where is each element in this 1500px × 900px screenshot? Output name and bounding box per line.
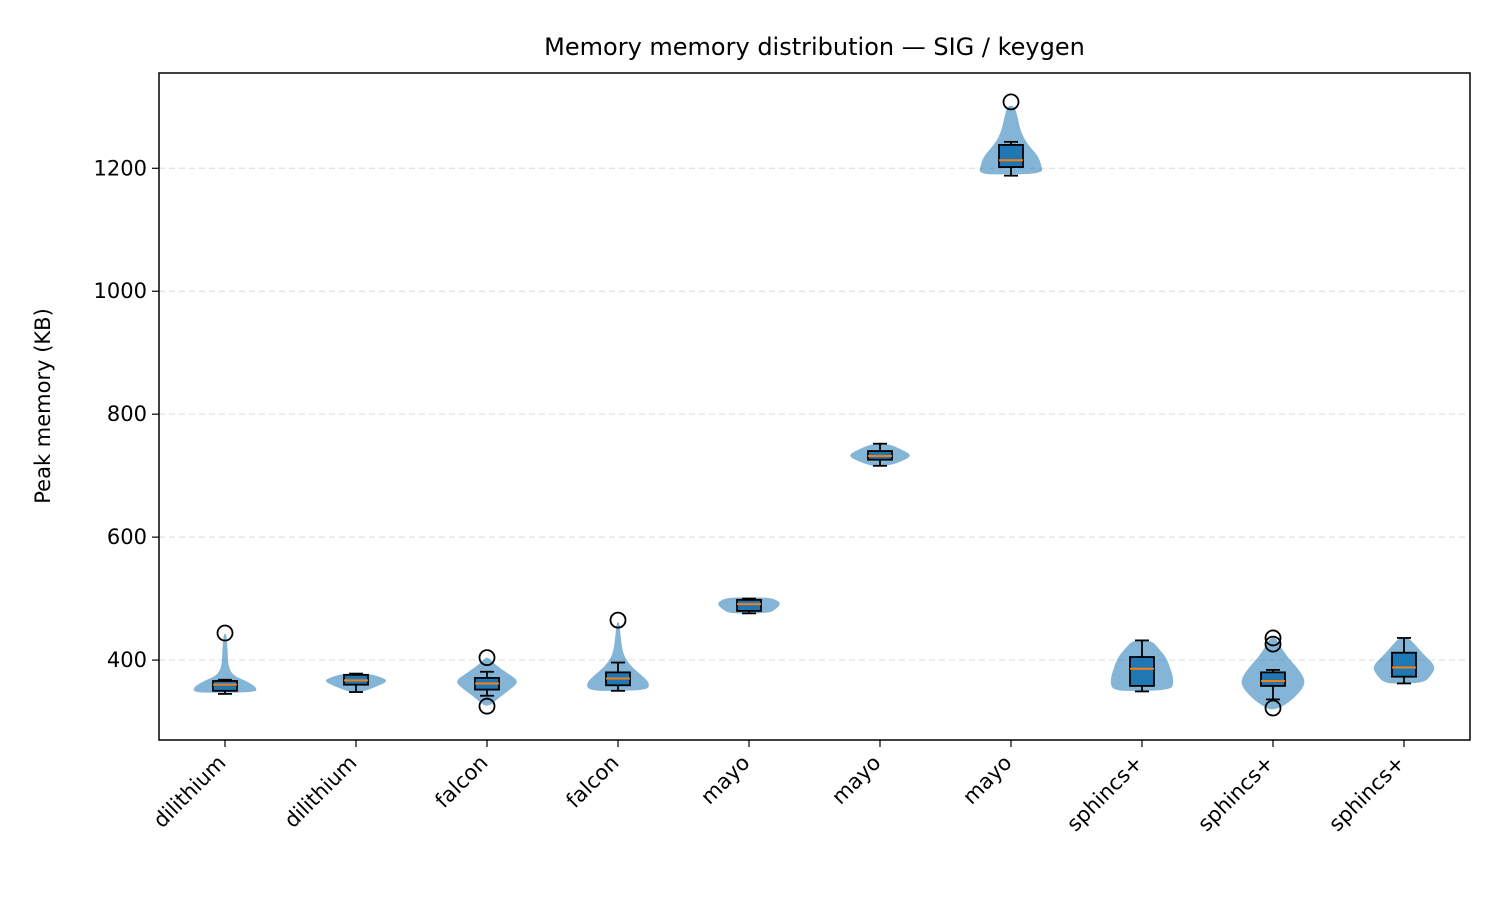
y-axis-label: Peak memory (KB)	[31, 308, 55, 504]
plot-layer	[193, 93, 1435, 717]
outlier-point	[1264, 635, 1282, 653]
outlier-point	[609, 611, 627, 629]
violin-group	[1373, 637, 1435, 685]
violin-group	[457, 649, 517, 715]
y-tick-label: 1200	[94, 156, 147, 180]
iqr-box	[736, 598, 762, 612]
violin-body	[193, 633, 257, 693]
violin-group	[587, 611, 649, 692]
y-tick-label: 1000	[94, 279, 147, 303]
violin-group	[718, 597, 780, 615]
outlier-point	[1264, 699, 1282, 717]
violin-body	[979, 105, 1043, 175]
outlier-point	[216, 624, 234, 642]
outlier-point	[478, 697, 496, 715]
violin-group	[1110, 639, 1174, 693]
violin-group	[325, 672, 387, 693]
plot-frame	[158, 72, 1471, 741]
outlier-point	[478, 649, 496, 667]
outlier-point	[1002, 93, 1020, 111]
iqr-box	[212, 680, 238, 692]
iqr-box	[1391, 651, 1417, 678]
grid-layer	[159, 167, 1470, 661]
violin-group	[193, 624, 257, 695]
y-tick-label: 400	[107, 648, 147, 672]
iqr-box	[1129, 656, 1155, 687]
outlier-point	[1264, 629, 1282, 647]
chart-title: Memory memory distribution — SIG / keyge…	[544, 33, 1085, 61]
violin-group	[1241, 629, 1305, 717]
iqr-box	[998, 144, 1024, 168]
violin-group	[850, 442, 910, 467]
violin-body	[587, 621, 649, 691]
y-tick-label: 600	[107, 525, 147, 549]
y-tick-label: 800	[107, 402, 147, 426]
violin-group	[979, 93, 1043, 177]
iqr-box	[1260, 671, 1286, 687]
